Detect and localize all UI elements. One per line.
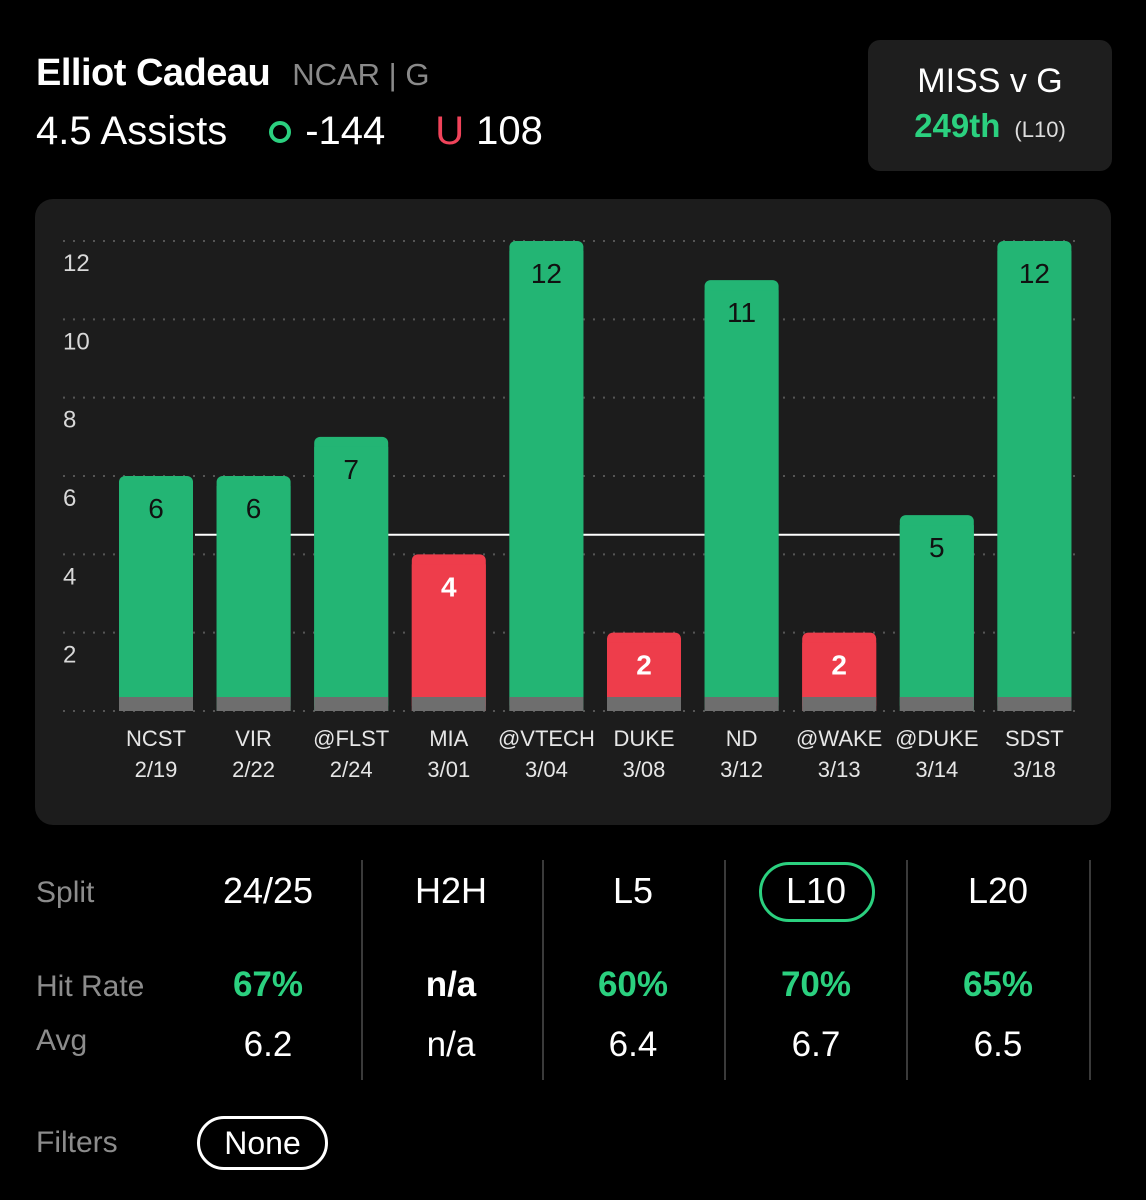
- bar-value-label: 11: [727, 297, 756, 328]
- game-log-chart-card: 2 4 6 8 10 12 6 NCST 2/19 6 VIR 2/22 7 @FLST 2/24 4 MIA 3…: [35, 199, 1111, 825]
- column-divider: [542, 860, 544, 1080]
- selected-split-pill: [759, 862, 875, 922]
- over-odds[interactable]: -144: [305, 109, 386, 153]
- column-divider: [361, 860, 363, 1080]
- bar-body: [899, 525, 974, 711]
- bar-body: [411, 564, 486, 711]
- bar-base: [216, 697, 291, 711]
- x-tick-opponent: SDST: [1005, 726, 1064, 751]
- split-tab-h2h[interactable]: H2H: [414, 870, 488, 911]
- y-tick-label: 12: [63, 250, 90, 277]
- y-tick-label: 2: [63, 642, 76, 669]
- x-tick-date: 3/12: [720, 757, 763, 782]
- bar-base: [411, 697, 486, 711]
- bar-value-label: 6: [246, 493, 262, 524]
- x-tick-opponent: DUKE: [613, 726, 674, 751]
- split-tab-24-25[interactable]: 24/25: [222, 870, 314, 911]
- bar-base: [997, 697, 1072, 711]
- column-divider: [1089, 860, 1091, 1080]
- game-log-bar-chart: 2 4 6 8 10 12 6 NCST 2/19 6 VIR 2/22 7 @FLST 2/24 4 MIA 3…: [63, 240, 1075, 782]
- split-tab-l20[interactable]: L20: [967, 870, 1029, 911]
- bar-value-label: 12: [531, 258, 562, 289]
- bar-value-label: 12: [1019, 258, 1050, 289]
- bar-value-label: 5: [929, 532, 945, 563]
- y-tick-label: 4: [63, 563, 76, 590]
- matchup-card[interactable]: MISS v G 249th (L10): [868, 40, 1112, 171]
- hit-rate-24-25: 67%: [232, 965, 304, 1004]
- bar-base: [899, 697, 974, 711]
- under-letter-icon: U: [435, 109, 465, 153]
- avg-row-label: Avg: [36, 1024, 88, 1057]
- avg-l20: 6.5: [973, 1025, 1023, 1064]
- y-tick-label: 8: [63, 407, 76, 434]
- x-tick-date: 3/01: [427, 757, 470, 782]
- x-tick-opponent: VIR: [235, 726, 272, 751]
- bar-value-label: 4: [441, 571, 457, 602]
- bar-body: [997, 251, 1072, 711]
- y-tick-label: 6: [63, 485, 76, 512]
- x-tick-date: 2/22: [232, 757, 275, 782]
- under-odds[interactable]: 108: [476, 109, 543, 153]
- bar-base: [119, 697, 193, 711]
- x-tick-opponent: @DUKE: [895, 726, 978, 751]
- bar-body: [119, 486, 193, 711]
- split-tab-l10[interactable]: L10: [785, 870, 847, 911]
- bar-base: [704, 697, 779, 711]
- hit-rate-l5: 60%: [597, 965, 669, 1004]
- x-tick-opponent: NCST: [126, 726, 186, 751]
- avg-l10: 6.7: [791, 1025, 841, 1064]
- matchup-title: MISS v G: [917, 62, 1063, 100]
- hit-rate-h2h: n/a: [425, 965, 477, 1004]
- avg-l5: 6.4: [608, 1025, 658, 1064]
- player-header: Elliot Cadeau NCAR | G 4.5 Assists -144 …: [36, 52, 543, 154]
- x-tick-date: 3/18: [1013, 757, 1056, 782]
- bar-base: [607, 697, 681, 711]
- bar-value-label: 6: [148, 493, 164, 524]
- hit-rate-l20: 65%: [962, 965, 1034, 1004]
- bar-body: [314, 446, 389, 711]
- bar-body: [509, 251, 584, 711]
- column-divider: [724, 860, 726, 1080]
- bar-value-label: 7: [343, 454, 359, 485]
- matchup-rank: 249th: [914, 107, 1001, 144]
- x-tick-date: 3/04: [525, 757, 568, 782]
- x-tick-opponent: MIA: [429, 726, 468, 751]
- bar-base: [509, 697, 584, 711]
- y-tick-label: 10: [63, 328, 90, 355]
- player-team-position: NCAR | G: [292, 57, 430, 92]
- hit-rate-l10: 70%: [780, 965, 852, 1004]
- filters-label: Filters: [36, 1126, 118, 1159]
- filter-none-button[interactable]: None: [197, 1116, 328, 1170]
- bar-body: [216, 486, 291, 711]
- prop-line-row: 4.5 Assists -144 U 108: [36, 109, 543, 154]
- bar-base: [802, 697, 877, 711]
- split-row-label: Split: [36, 876, 95, 909]
- x-tick-opponent: @FLST: [313, 726, 389, 751]
- column-divider: [906, 860, 908, 1080]
- avg-24-25: 6.2: [243, 1025, 293, 1064]
- avg-h2h: n/a: [426, 1025, 476, 1064]
- prop-line: 4.5 Assists: [36, 109, 228, 153]
- bar-value-label: 2: [831, 650, 847, 681]
- over-circle-icon: [269, 120, 292, 143]
- bar-body: [704, 290, 779, 711]
- matchup-window: (L10): [1014, 117, 1066, 142]
- x-tick-opponent: @VTECH: [498, 726, 595, 751]
- x-tick-date: 2/19: [135, 757, 178, 782]
- bar-value-label: 2: [636, 650, 652, 681]
- x-tick-date: 2/24: [330, 757, 373, 782]
- x-tick-date: 3/13: [818, 757, 861, 782]
- x-tick-date: 3/08: [623, 757, 666, 782]
- split-tab-l5[interactable]: L5: [612, 870, 654, 911]
- player-name: Elliot Cadeau: [36, 52, 271, 94]
- bar-base: [314, 697, 389, 711]
- x-tick-date: 3/14: [915, 757, 958, 782]
- x-tick-opponent: ND: [726, 726, 758, 751]
- hit-rate-row-label: Hit Rate: [36, 970, 145, 1003]
- x-tick-opponent: @WAKE: [796, 726, 882, 751]
